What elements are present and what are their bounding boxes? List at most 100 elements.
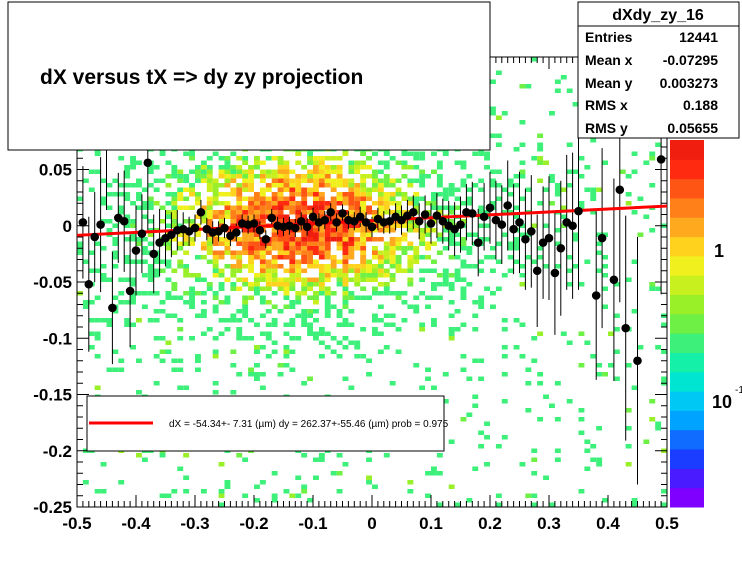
heatmap-cell	[248, 250, 254, 255]
heatmap-cell	[330, 268, 337, 273]
heatmap-cell	[342, 277, 349, 282]
heatmap-cell	[448, 255, 455, 260]
heatmap-cell	[507, 183, 514, 188]
heatmap-cell	[301, 201, 308, 206]
heatmap-cell	[395, 241, 402, 246]
heatmap-cell	[460, 354, 467, 359]
heatmap-cell	[153, 381, 160, 386]
profile-point	[591, 291, 601, 300]
heatmap-cell	[318, 169, 325, 174]
profile-point	[385, 216, 395, 226]
heatmap-cell	[254, 322, 260, 327]
heatmap-cell	[94, 241, 101, 246]
heatmap-cell	[289, 237, 296, 242]
heatmap-cell	[631, 309, 638, 314]
heatmap-cell	[147, 268, 154, 273]
heatmap-cell	[301, 196, 308, 201]
heatmap-cell	[466, 412, 473, 417]
heatmap-cell	[472, 403, 479, 408]
heatmap-cell	[313, 277, 319, 282]
heatmap-cell	[177, 385, 184, 390]
heatmap-cell	[495, 493, 502, 498]
heatmap-cell	[271, 219, 278, 224]
heatmap-cell	[118, 277, 125, 282]
heatmap-cell	[366, 268, 372, 273]
profile-point	[497, 220, 507, 229]
heatmap-cell	[230, 187, 237, 192]
heatmap-cell	[472, 264, 479, 269]
heatmap-cell	[490, 169, 496, 174]
heatmap-cell	[318, 340, 325, 345]
heatmap-cell	[177, 318, 184, 323]
heatmap-cell	[218, 318, 225, 323]
heatmap-cell	[383, 322, 390, 327]
y-tick-label: -0.2	[43, 442, 72, 461]
heatmap-cell	[265, 273, 272, 278]
heatmap-cell	[118, 291, 125, 296]
heatmap-cell	[301, 381, 308, 386]
heatmap-cell	[153, 255, 160, 260]
heatmap-cell	[212, 381, 219, 386]
heatmap-cell	[413, 156, 420, 161]
profile-point	[509, 224, 518, 234]
heatmap-cell	[395, 201, 402, 206]
heatmap-cell	[419, 241, 426, 246]
heatmap-cell	[147, 318, 154, 323]
heatmap-cell	[177, 358, 184, 363]
heatmap-cell	[254, 372, 260, 377]
heatmap-cell	[560, 214, 567, 219]
heatmap-cell	[625, 192, 632, 197]
heatmap-cell	[130, 300, 136, 305]
heatmap-cell	[655, 421, 662, 426]
heatmap-cell	[425, 304, 431, 309]
y-tick-label: -0.25	[33, 498, 72, 517]
heatmap-cell	[295, 237, 302, 242]
profile-point	[232, 228, 241, 237]
heatmap-cell	[454, 241, 461, 246]
heatmap-cell	[448, 336, 455, 341]
heatmap-cell	[389, 210, 396, 215]
heatmap-cell	[289, 367, 296, 372]
heatmap-cell	[82, 300, 89, 305]
heatmap-cell	[366, 205, 372, 210]
heatmap-cell	[259, 174, 266, 179]
heatmap-cell	[289, 178, 296, 183]
heatmap-cell	[448, 205, 455, 210]
heatmap-cell	[336, 259, 343, 264]
heatmap-cell	[324, 345, 331, 350]
heatmap-cell	[590, 210, 597, 215]
heatmap-cell	[413, 259, 420, 264]
heatmap-cell	[336, 214, 343, 219]
heatmap-cell	[230, 223, 237, 228]
heatmap-cell	[324, 246, 331, 251]
stats-mean-x-label: Mean x	[585, 52, 633, 68]
heatmap-cell	[531, 336, 538, 341]
heatmap-cell	[271, 277, 278, 282]
heatmap-cell	[236, 453, 243, 458]
heatmap-cell	[324, 295, 331, 300]
heatmap-cell	[265, 196, 272, 201]
heatmap-cell	[248, 286, 254, 291]
heatmap-cell	[431, 169, 437, 174]
profile-point	[196, 207, 206, 217]
heatmap-cell	[330, 214, 337, 219]
heatmap-cell	[230, 205, 237, 210]
heatmap-cell	[165, 349, 172, 354]
heatmap-cell	[513, 174, 520, 179]
heatmap-cell	[307, 313, 313, 318]
heatmap-cell	[448, 192, 455, 197]
heatmap-cell	[448, 286, 455, 291]
heatmap-cell	[513, 237, 520, 242]
heatmap-cell	[419, 151, 426, 156]
heatmap-cell	[537, 372, 544, 377]
heatmap-cell	[419, 196, 426, 201]
heatmap-cell	[360, 250, 367, 255]
heatmap-cell	[153, 165, 160, 170]
heatmap-cell	[578, 331, 585, 336]
heatmap-cell	[318, 228, 325, 233]
heatmap-cell	[560, 331, 567, 336]
heatmap-cell	[330, 237, 337, 242]
heatmap-cell	[224, 156, 231, 161]
heatmap-cell	[425, 241, 431, 246]
heatmap-cell	[265, 268, 272, 273]
